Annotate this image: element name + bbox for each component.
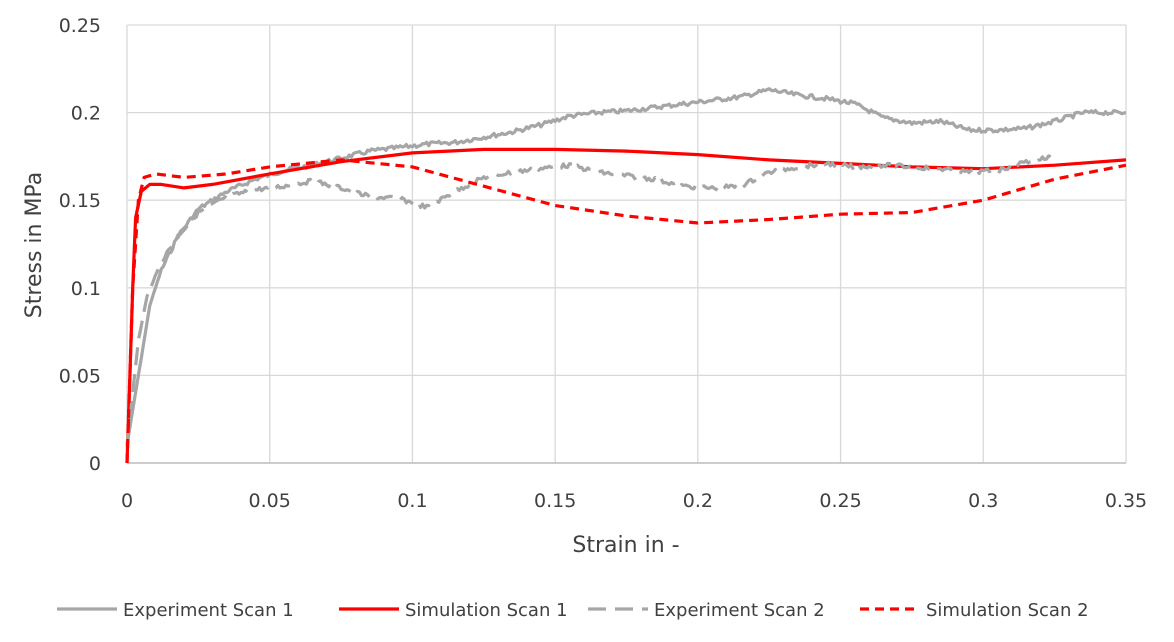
legend-label: Experiment Scan 1	[123, 600, 294, 621]
series-line-simulation-scan-2	[125, 158, 1127, 464]
y-tick-label: 0.25	[59, 15, 101, 37]
x-tick-label: 0.35	[1105, 490, 1147, 512]
grid	[126, 24, 1127, 464]
y-tick-label: 0.05	[59, 365, 101, 387]
y-tick-label: 0.15	[59, 190, 101, 212]
x-tick-label: 0.3	[968, 490, 998, 512]
legend-label: Experiment Scan 2	[654, 600, 825, 621]
tick-labels: 0 0.05 0.1 0.15 0.2 0.25 0.3 0.35 0 0.05 0.1 0.15 0.…	[59, 15, 1147, 512]
y-tick-label: 0.1	[71, 278, 101, 300]
series-line-experiment-scan-1	[125, 87, 1127, 446]
x-tick-label: 0	[121, 490, 133, 512]
y-axis-title: Stress in MPa	[22, 172, 47, 318]
x-tick-label: 0.25	[819, 490, 861, 512]
series-group	[125, 87, 1127, 464]
x-axis-title: Strain in -	[572, 533, 679, 558]
series-line-simulation-scan-1	[125, 147, 1127, 464]
series-line-experiment-scan-2	[125, 154, 1056, 446]
x-tick-label: 0.15	[534, 490, 576, 512]
x-tick-label: 0.1	[397, 490, 427, 512]
x-tick-label: 0.2	[683, 490, 713, 512]
legend-label: Simulation Scan 1	[405, 600, 568, 621]
legend: Experiment Scan 1 Simulation Scan 1 Experi…	[57, 600, 1089, 621]
y-tick-label: 0.2	[71, 103, 101, 125]
y-tick-label: 0	[89, 453, 101, 475]
x-tick-label: 0.05	[249, 490, 291, 512]
legend-label: Simulation Scan 2	[926, 600, 1089, 621]
